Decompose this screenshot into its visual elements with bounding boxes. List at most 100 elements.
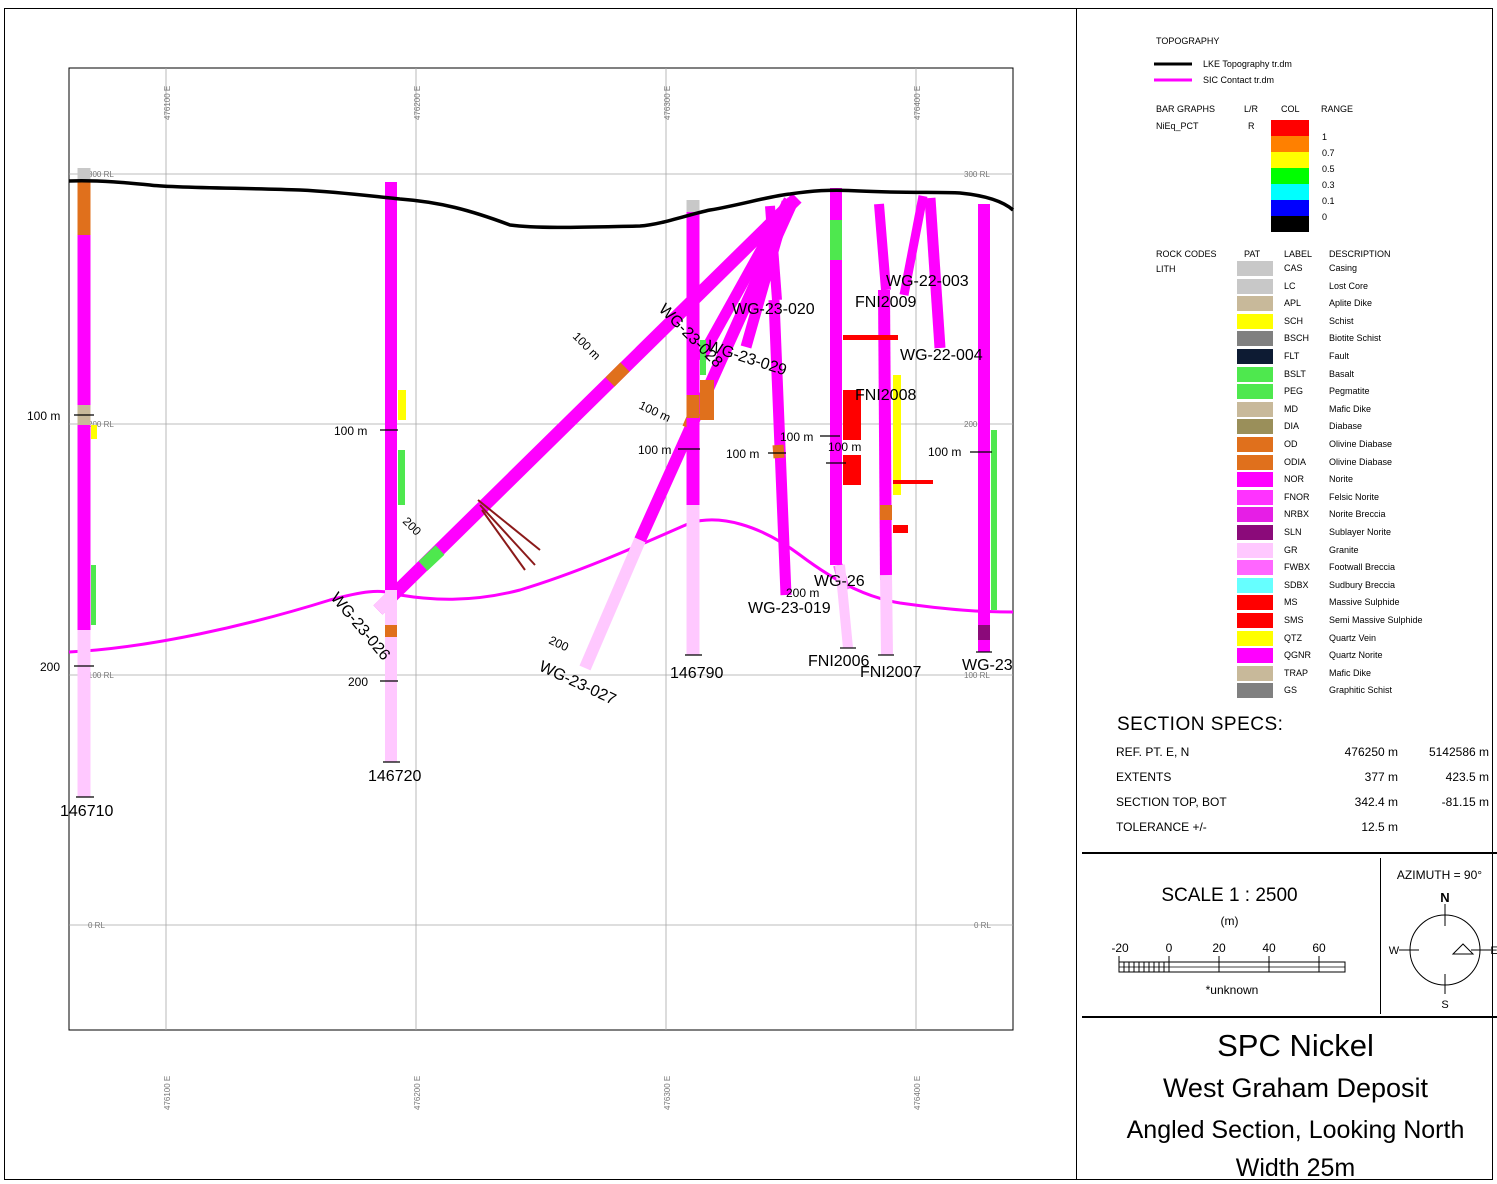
lith-code: APL [1284, 298, 1302, 309]
scale-tick-label: 20 [1212, 941, 1226, 955]
north-arrow: N S W E [1389, 890, 1497, 1011]
lith-code: MS [1284, 597, 1298, 608]
drillhole-fni2007 [878, 289, 893, 656]
label-header: LABEL [1284, 249, 1313, 259]
easting-label-top: 476400 E [913, 86, 922, 120]
lith-code: PEG [1284, 386, 1304, 397]
depth-label: 100 m [638, 443, 671, 457]
lith-row: QGNR Quartz Norite [1082, 647, 1493, 665]
lith-description: Aplite Dike [1329, 298, 1373, 309]
lith-code: NRBX [1284, 509, 1310, 520]
lith-row: FWBX Footwall Breccia [1082, 559, 1493, 577]
rl-grid [69, 173, 1013, 926]
hole-label: WG-23-020 [732, 301, 815, 318]
lith-description: Quartz Norite [1329, 650, 1383, 661]
col-header: COL [1281, 104, 1300, 114]
drillhole-wg-23-019 [768, 299, 792, 596]
lr-header: L/R [1244, 104, 1259, 114]
lith-swatch [1237, 648, 1273, 664]
lith-row: MS Massive Sulphide [1082, 594, 1493, 612]
sic-contact-line [68, 518, 1014, 654]
lith-swatch [1237, 261, 1273, 276]
scale-tick-label: 60 [1312, 941, 1326, 955]
lith-swatch [1237, 665, 1273, 681]
lith-row: QTZ Quartz Vein [1082, 630, 1493, 648]
lith-row: OD Olivine Diabase [1082, 436, 1493, 454]
scale-tick-label: -20 [1112, 941, 1129, 955]
lith-code: BSCH [1284, 333, 1310, 344]
depth-label: 100 m [27, 409, 60, 423]
lith-swatch [1237, 683, 1273, 699]
lith-swatch [1237, 296, 1273, 312]
drillhole-wg-23-029 [740, 200, 793, 349]
drillhole-fni2009 [874, 203, 891, 291]
view-title: Angled Section, Looking North [1126, 1116, 1465, 1144]
topo-swatches [1154, 62, 1192, 82]
west-label: W [1389, 945, 1400, 957]
lith-code: TRAP [1284, 667, 1309, 678]
lith-code: NOR [1284, 474, 1304, 485]
drillhole-fni2008 [899, 195, 928, 296]
plot-border [68, 67, 1014, 1031]
scale-tick-label: 40 [1262, 941, 1276, 955]
range-value: 0.3 [1322, 180, 1335, 190]
east-label: E [1490, 945, 1497, 957]
lith-description: Mafic Dike [1329, 403, 1372, 414]
lith-row: NOR Norite [1082, 471, 1493, 489]
spec-value: 342.4 m [1354, 795, 1398, 809]
depth-label: 200 m [786, 586, 819, 600]
lith-row: SDBX Sudbury Breccia [1082, 577, 1493, 595]
lith-code: BSLT [1284, 368, 1306, 379]
depth-label: 200 [40, 660, 60, 674]
depth-label: 100 m [570, 329, 603, 362]
color-ramp [1271, 120, 1309, 232]
lith-swatch [1237, 577, 1273, 593]
lith-swatch [1237, 507, 1273, 523]
rock-codes-header: ROCK CODES [1156, 249, 1217, 259]
lith-row: DIA Diabase [1082, 418, 1493, 436]
rl-label: 200 RL [964, 420, 990, 429]
lith-code: GR [1284, 544, 1298, 555]
lith-swatch [1237, 278, 1273, 294]
easting-label-bottom: 476400 E [913, 1076, 922, 1110]
hole-label: WG-26 [814, 573, 865, 590]
rl-label: 300 RL [964, 170, 990, 179]
spec-label: TOLERANCE +/- [1116, 820, 1207, 834]
lith-row: PEG Pegmatite [1082, 383, 1493, 401]
lith-swatch [1237, 384, 1273, 400]
depth-label: 100 m [637, 398, 673, 425]
lith-code: FNOR [1284, 491, 1310, 502]
scale-note: *unknown [1205, 983, 1259, 997]
lith-description: Basalt [1329, 368, 1355, 379]
rl-label: 100 RL [88, 671, 114, 680]
spec-value: 12.5 m [1361, 820, 1398, 834]
spec-value: 423.5 m [1445, 770, 1489, 784]
topo-line-label: SIC Contact tr.dm [1203, 75, 1275, 85]
lith-description: Felsic Norite [1329, 491, 1380, 502]
deposit-title: West Graham Deposit [1162, 1073, 1429, 1103]
lith-code: SMS [1284, 615, 1304, 625]
lith-code: DIA [1284, 421, 1300, 432]
lith-row: SMS Semi Massive Sulphide [1082, 612, 1493, 630]
lith-row: SLN Sublayer Norite [1082, 524, 1493, 542]
lith-description: Semi Massive Sulphide [1329, 615, 1423, 625]
range-value: 0.5 [1322, 164, 1335, 174]
lith-code: MD [1284, 403, 1298, 414]
hole-label: 146720 [368, 768, 421, 785]
spec-value: -81.15 m [1441, 795, 1489, 809]
depth-label: 100 m [780, 430, 813, 444]
lith-code: QTZ [1284, 632, 1302, 643]
easting-label-bottom: 476300 E [663, 1076, 672, 1110]
spec-label: EXTENTS [1116, 770, 1172, 784]
lith-row: ODIA Olivine Diabase [1082, 454, 1493, 472]
hole-label: FNI2008 [855, 387, 916, 404]
lith-swatch [1237, 366, 1273, 382]
lith-code: ODIA [1284, 456, 1307, 467]
topo-line-label: LKE Topography tr.dm [1203, 59, 1292, 69]
hole-label: 146790 [670, 665, 723, 682]
lith-swatch [1237, 331, 1273, 347]
lith-swatch [1237, 454, 1273, 470]
legend-panel: TOPOGRAPHY LKE Topography tr.dm SIC Cont… [1082, 8, 1493, 848]
spec-value: 5142586 m [1428, 745, 1489, 759]
lith-description: Fault [1329, 351, 1350, 361]
